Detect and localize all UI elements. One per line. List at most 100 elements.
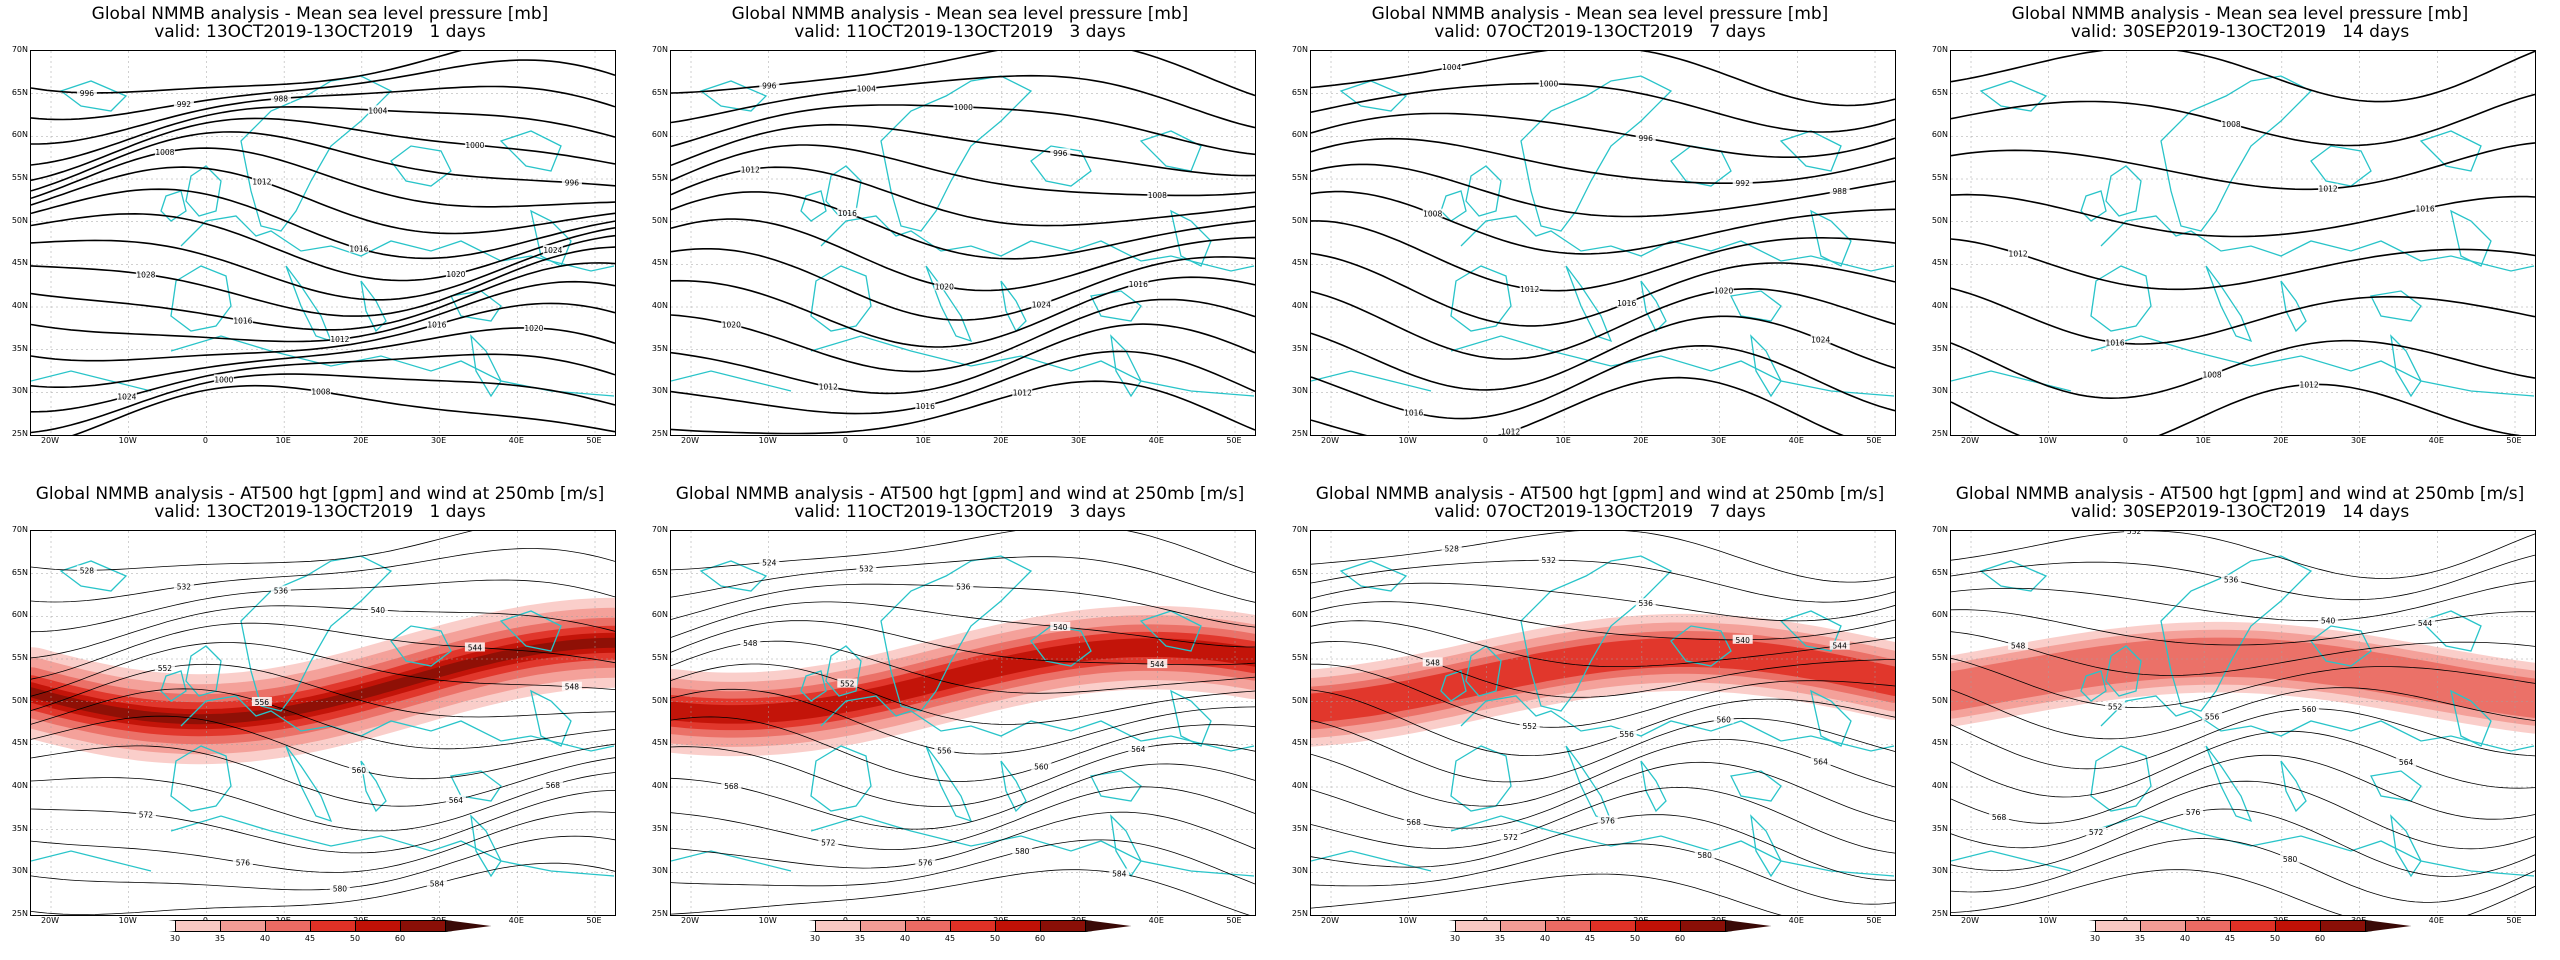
coastline [1110, 814, 1142, 878]
colorbar-swatch [1500, 920, 1546, 932]
coastline [1440, 190, 1467, 222]
latitude-tick-label: 25N [1291, 909, 1308, 918]
latitude-tick-label: 35N [11, 823, 28, 833]
longitude-tick-label: 20E [2273, 436, 2289, 445]
contour-label: 1016 [838, 209, 857, 218]
coastline [170, 815, 615, 877]
colorbar-tick-label: 40 [2179, 934, 2191, 943]
coastline [671, 370, 792, 392]
latitude-tick-label: 35N [1291, 823, 1308, 833]
latitude-tick-label: 50N [1931, 215, 1948, 225]
contour-label: 1004 [2125, 51, 2144, 53]
latitude-tick-label: 35N [1931, 343, 1948, 353]
contour-label: 1020 [446, 270, 465, 279]
latitude-tick-label: 65N [1931, 87, 1948, 97]
coastline [2390, 334, 2422, 398]
contour-line [671, 743, 1255, 807]
latitude-tick-label: 60N [11, 610, 28, 620]
coastline [1750, 334, 1782, 398]
contour-line [671, 323, 1255, 395]
contour-label: 1024 [117, 392, 136, 401]
latitude-tick-label: 60N [1291, 610, 1308, 620]
coastline [2090, 745, 2152, 812]
coastline [285, 745, 333, 823]
contour-label: 1012 [252, 177, 271, 186]
map-area: 996 1004 1000 996 1008 1012 1016 1020 1024 1016 10… [670, 50, 1256, 436]
coastline [59, 80, 128, 112]
contour-line [671, 601, 1255, 648]
contour-label: 564 [2399, 758, 2414, 767]
coastline [1339, 80, 1408, 112]
colorbar-tick-label: 30 [169, 934, 181, 943]
contour-line [1311, 739, 1895, 807]
coastline [880, 555, 1033, 712]
coastline [1090, 770, 1142, 802]
colorbar-tick-label: 45 [1584, 934, 1596, 943]
contour-label: 1008 [1423, 210, 1442, 219]
contour-label: 1016 [427, 320, 446, 329]
coastline [810, 745, 872, 812]
contour-line [1311, 252, 1895, 327]
contour-line [31, 212, 615, 282]
contour-label: 1012 [1501, 428, 1520, 435]
contour-label: 1012 [2009, 250, 2028, 259]
longitude-tick-label: 50E [1866, 436, 1882, 445]
colorbar-swatch [1085, 920, 1131, 932]
latitude-tick-label: 55N [11, 173, 28, 182]
longitude-tick-label: 20E [1633, 436, 1649, 445]
coastline [1450, 265, 1512, 332]
contour-label: 536 [956, 582, 971, 591]
colorbar-swatch [1410, 920, 1456, 932]
contour-line [1951, 287, 2535, 345]
latitude-tick-label: 30N [651, 866, 668, 876]
colorbar-tick-label: 50 [349, 934, 361, 943]
panel-title: Global NMMB analysis - Mean sea level pr… [731, 4, 1189, 24]
latitude-tick-label: 70N [11, 525, 28, 534]
contour-label: 556 [937, 747, 952, 756]
latitude-tick-label: 50N [11, 695, 28, 705]
longitude-tick-label: 20E [993, 436, 1009, 445]
latitude-tick-label: 35N [1931, 823, 1948, 833]
contour-line [1951, 339, 2535, 400]
panel-valid-date: valid: 07OCT2019-13OCT2019 7 days [1434, 502, 1766, 522]
latitude-tick-label: 25N [11, 429, 28, 438]
contour-line [31, 302, 615, 362]
coastline [390, 625, 452, 667]
coastline [2100, 215, 2535, 272]
contour-line [1951, 631, 2535, 676]
contour-label: 576 [236, 859, 251, 868]
colorbar-tick-label: 35 [214, 934, 226, 943]
colorbar-swatch [1635, 920, 1681, 932]
latitude-tick-label: 45N [11, 738, 28, 748]
coastline [1979, 560, 2048, 592]
coastline [1730, 770, 1782, 802]
contour-label: 1012 [1013, 388, 1032, 397]
latitude-tick-label: 60N [11, 130, 28, 140]
latitude-tick-label: 50N [651, 215, 668, 225]
latitude-tick-label: 35N [651, 823, 668, 833]
coastline [1640, 760, 1667, 813]
latitude-tick-label: 55N [1931, 173, 1948, 182]
longitude-tick-label: 0 [202, 436, 208, 445]
coastline [1090, 290, 1142, 322]
coastline [2450, 689, 2492, 747]
contour-line [31, 622, 615, 680]
longitude-tick-label: 10W [1398, 436, 1417, 445]
latitude-tick-label: 60N [1931, 130, 1948, 140]
contour-line [31, 85, 615, 145]
contour-label: 540 [371, 606, 386, 615]
contour-line [1951, 780, 2535, 850]
panel-valid-date: valid: 11OCT2019-13OCT2019 3 days [794, 22, 1126, 42]
contour-line [1951, 531, 2535, 579]
coastline [810, 265, 872, 332]
contour-line [31, 835, 615, 891]
colorbar-tick-label: 50 [989, 934, 1001, 943]
contour-line [671, 663, 1255, 725]
coastline [2090, 335, 2535, 397]
latitude-tick-label: 25N [1291, 429, 1308, 438]
latitude-tick-label: 25N [651, 909, 668, 918]
colorbar-swatch [1455, 920, 1501, 932]
colorbar-swatch [2050, 920, 2096, 932]
contour-label: 532 [177, 582, 192, 591]
latitude-tick-label: 45N [1291, 738, 1308, 748]
